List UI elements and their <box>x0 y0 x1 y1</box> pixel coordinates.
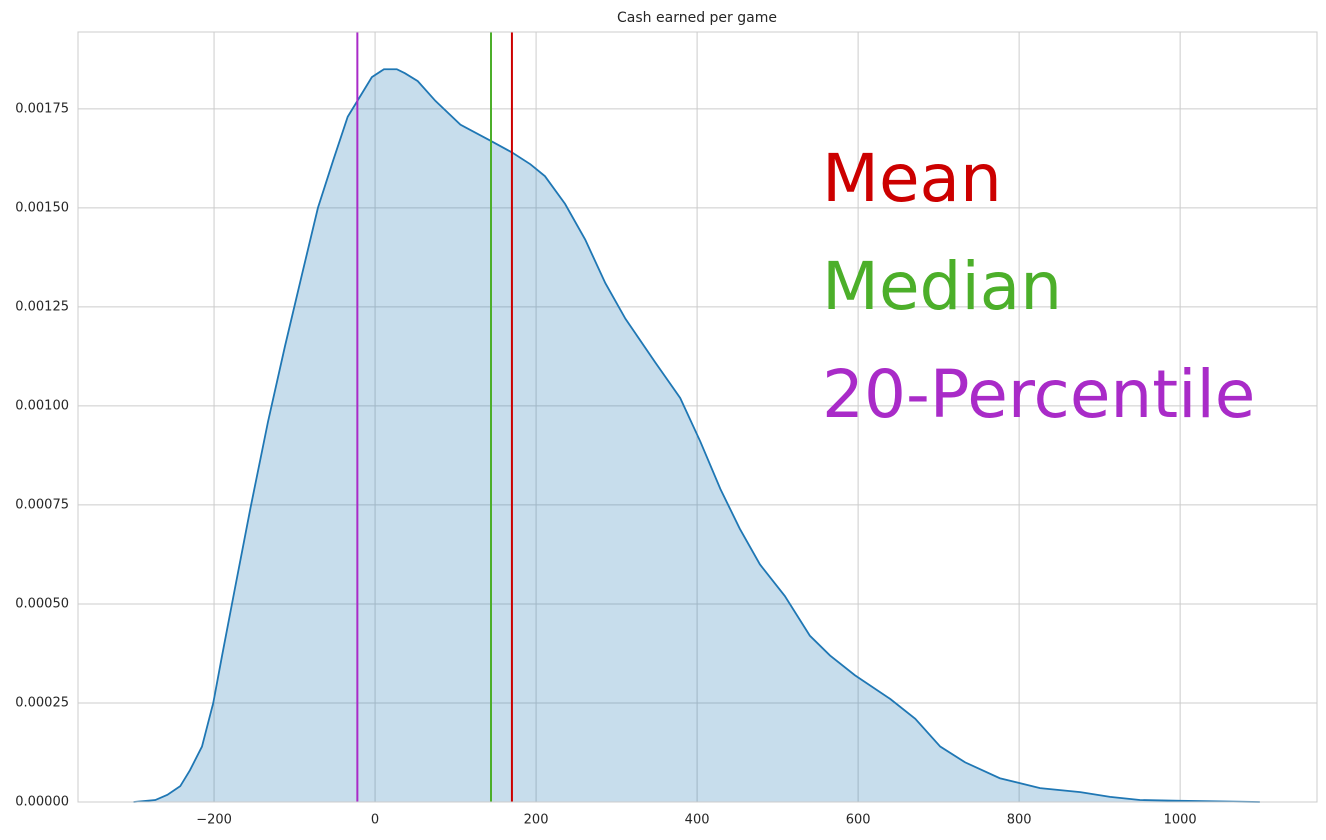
x-tick-label: 600 <box>846 813 871 828</box>
annotation: Median <box>822 248 1062 325</box>
y-tick-label: 0.00025 <box>15 695 69 710</box>
y-tick-label: 0.00075 <box>15 497 69 512</box>
y-tick-label: 0.00125 <box>15 299 69 314</box>
x-tick-label: −200 <box>196 813 232 828</box>
y-tick-label: 0.00100 <box>15 398 69 413</box>
chart-title: Cash earned per game <box>617 10 777 26</box>
x-tick-label: 1000 <box>1164 813 1197 828</box>
x-tick-label: 800 <box>1007 813 1032 828</box>
y-tick-label: 0.00050 <box>15 596 69 611</box>
y-tick-label: 0.00000 <box>15 795 69 810</box>
annotation: 20-Percentile <box>822 356 1255 433</box>
x-tick-label: 0 <box>371 813 379 828</box>
kde-line <box>133 68 1260 803</box>
y-tick-label: 0.00175 <box>15 101 69 116</box>
x-tick-label: 400 <box>685 813 710 828</box>
x-tick-label: 200 <box>524 813 549 828</box>
annotation: Mean <box>822 140 1002 217</box>
y-tick-label: 0.00150 <box>15 200 69 215</box>
plot-border <box>77 31 1318 803</box>
